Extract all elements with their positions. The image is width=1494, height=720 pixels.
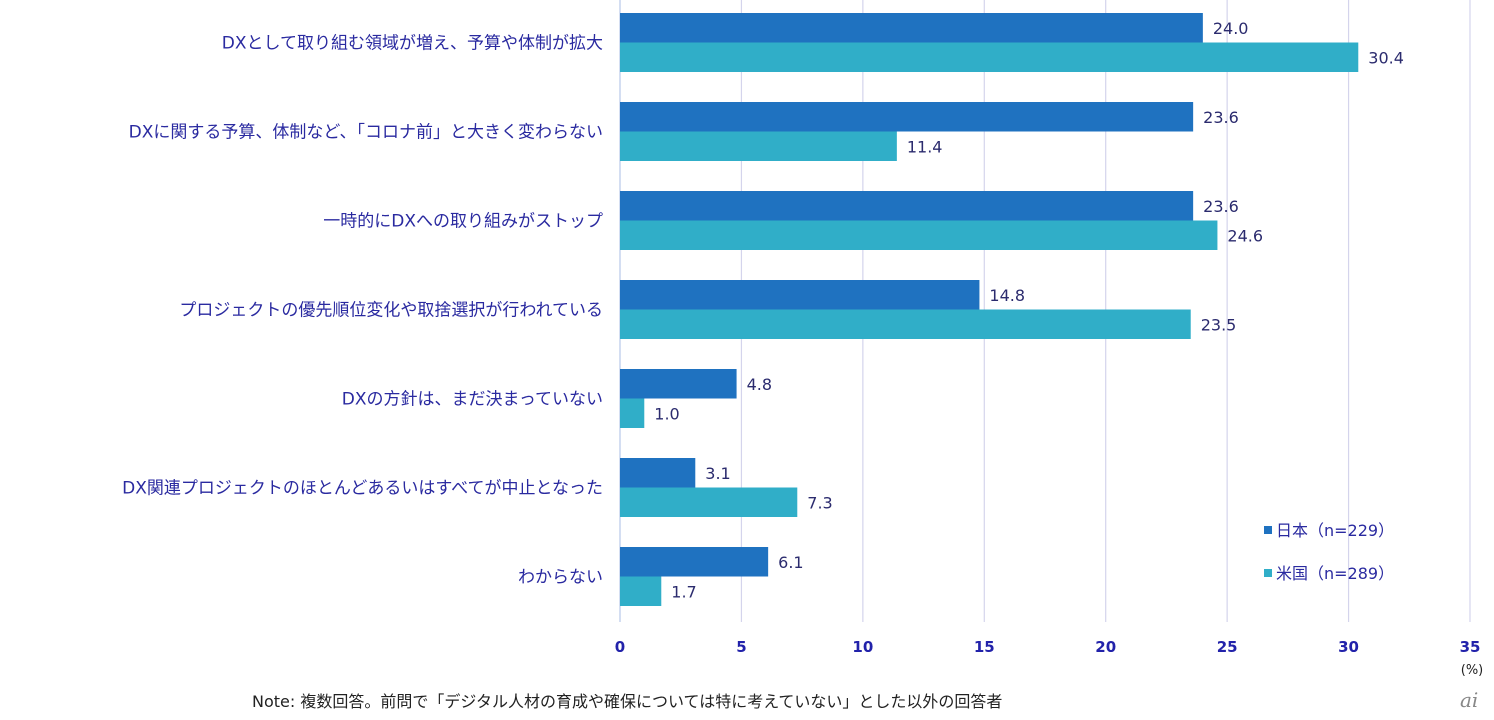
- category-label: プロジェクトの優先順位変化や取捨選択が行われている: [179, 301, 603, 321]
- category-label: DXに関する予算、体制など、「コロナ前」と大きく変わらない: [129, 123, 603, 143]
- bar-us: [620, 487, 798, 517]
- bars: [620, 13, 1359, 606]
- data-label: 30.4: [1368, 48, 1404, 67]
- bar-japan: [620, 13, 1203, 43]
- category-label: DXとして取り組む領域が増え、予算や体制が拡大: [222, 34, 603, 54]
- data-label: 4.8: [747, 375, 772, 394]
- data-label: 7.3: [807, 493, 832, 512]
- bar-us: [620, 42, 1359, 72]
- category-label: DXの方針は、まだ決まっていない: [342, 390, 603, 410]
- labels: 0 5 10 15 20 25 30 35 (%) DXとして取り組む領域が増え、予算や体制が拡大…: [122, 19, 1483, 678]
- x-tick-label: 30: [1338, 638, 1359, 656]
- data-label: 23.6: [1203, 197, 1239, 216]
- data-label: 11.4: [907, 137, 943, 156]
- legend: 日本（n=229） 米国（n=289）: [1264, 521, 1394, 583]
- bar-japan: [620, 102, 1194, 132]
- category-label: 一時的にDXへの取り組みがストップ: [323, 212, 603, 232]
- bar-japan: [620, 458, 696, 488]
- data-label: 1.7: [671, 582, 696, 601]
- x-tick-label: 15: [974, 638, 995, 656]
- x-axis-unit: (%): [1461, 663, 1484, 678]
- footnote: Note: 複数回答。前問で「デジタル人材の育成や確保については特に考えていない…: [252, 692, 1003, 711]
- legend-label: 米国（n=289）: [1276, 564, 1394, 583]
- legend-swatch: [1264, 569, 1272, 577]
- bar-japan: [620, 191, 1194, 221]
- bar-us: [620, 398, 645, 428]
- data-label: 1.0: [654, 404, 679, 423]
- bar-us: [620, 309, 1191, 339]
- data-label: 3.1: [705, 464, 730, 483]
- bar-japan: [620, 369, 737, 399]
- category-label: DX関連プロジェクトのほとんどあるいはすべてが中止となった: [122, 479, 603, 499]
- data-label: 6.1: [778, 553, 803, 572]
- x-tick-label: 10: [852, 638, 873, 656]
- data-label: 23.5: [1201, 315, 1237, 334]
- bar-japan: [620, 547, 769, 577]
- data-label: 14.8: [989, 286, 1025, 305]
- category-label: わからない: [518, 568, 603, 588]
- data-label: 24.6: [1227, 226, 1263, 245]
- bar-japan: [620, 280, 980, 310]
- x-tick-label: 25: [1217, 638, 1238, 656]
- data-label: 23.6: [1203, 108, 1239, 127]
- legend-swatch: [1264, 526, 1272, 534]
- x-tick-label: 0: [615, 638, 625, 656]
- x-tick-label: 5: [736, 638, 746, 656]
- bar-us: [620, 220, 1218, 250]
- x-tick-label: 35: [1460, 638, 1481, 656]
- bar-us: [620, 131, 897, 161]
- publisher-logo: ai: [1460, 688, 1479, 712]
- x-tick-label: 20: [1095, 638, 1116, 656]
- data-label: 24.0: [1213, 19, 1249, 38]
- bar-us: [620, 576, 662, 606]
- legend-label: 日本（n=229）: [1276, 521, 1394, 540]
